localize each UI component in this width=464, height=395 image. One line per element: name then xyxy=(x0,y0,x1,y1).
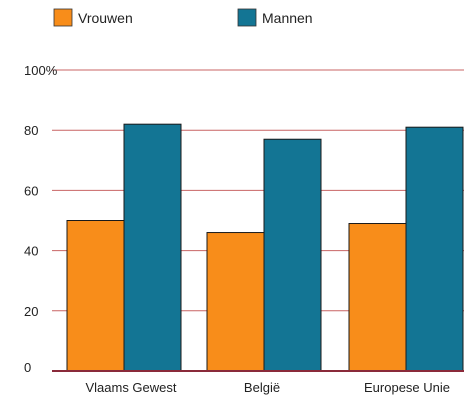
y-tick-label-40: 40 xyxy=(24,244,38,259)
y-tick-label-80: 80 xyxy=(24,123,38,138)
x-tick-label-1: België xyxy=(244,380,280,395)
bar-2-0 xyxy=(348,223,407,372)
legend-swatch-1 xyxy=(237,8,257,27)
legend-label-0: Vrouwen xyxy=(78,10,133,26)
legend-swatch-0 xyxy=(53,8,73,27)
bar-2-1 xyxy=(405,126,464,372)
bar-1-1 xyxy=(263,138,322,372)
y-tick-label-60: 60 xyxy=(24,183,38,198)
legend-label-1: Mannen xyxy=(262,10,313,26)
x-axis-labels: Vlaams Gewest België Europese Unie xyxy=(85,380,450,395)
x-tick-label-0: Vlaams Gewest xyxy=(85,380,176,395)
y-axis-ticks: 0 20 40 60 80 100% xyxy=(24,63,58,375)
bar-0-1 xyxy=(123,123,182,372)
x-tick-label-2: Europese Unie xyxy=(364,380,450,395)
bar-0-0 xyxy=(66,220,125,372)
bars xyxy=(66,123,464,372)
bar-1-0 xyxy=(206,232,265,372)
legend: Vrouwen Mannen xyxy=(53,8,313,27)
y-tick-label-20: 20 xyxy=(24,304,38,319)
y-tick-label-100: 100% xyxy=(24,63,58,78)
y-tick-label-0: 0 xyxy=(24,360,31,375)
